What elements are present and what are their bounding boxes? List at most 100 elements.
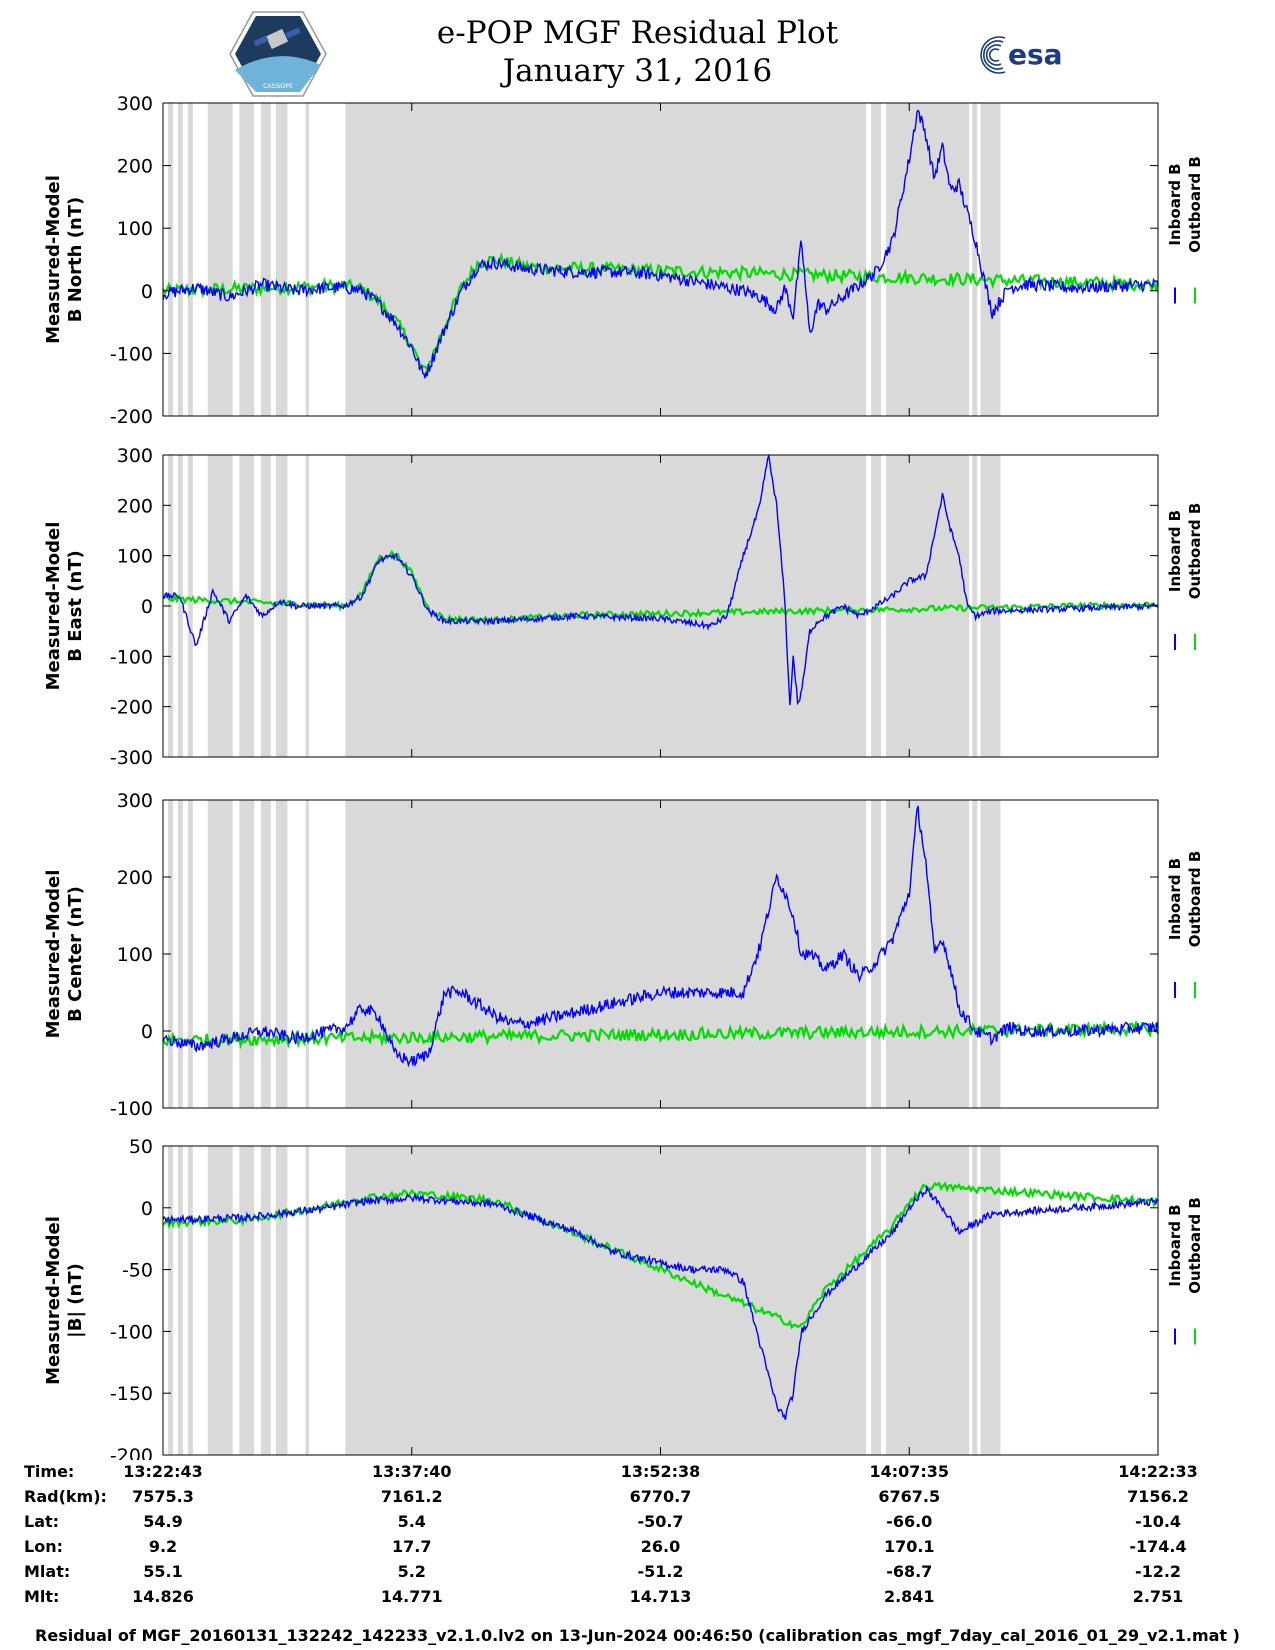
y-tick-label: 200	[117, 156, 153, 178]
shaded-interval	[207, 800, 233, 1108]
shaded-interval	[305, 103, 309, 416]
legend-inboard-label: Inboard B	[1166, 1204, 1184, 1286]
shaded-interval	[305, 800, 309, 1108]
series-outboard-b	[162, 1019, 1160, 1050]
orbit-cell: -51.2	[637, 1562, 684, 1581]
orbit-cell: 17.7	[392, 1537, 432, 1556]
orbit-cell: -10.4	[1134, 1512, 1182, 1531]
shaded-interval	[260, 455, 271, 757]
orbit-cell: 13:22:43	[123, 1462, 203, 1481]
shaded-interval	[177, 800, 183, 1108]
shaded-interval	[260, 1146, 271, 1455]
plot-title: e-POP MGF Residual Plot January 31, 2016	[0, 14, 1275, 90]
shaded-interval	[260, 800, 271, 1108]
shaded-interval	[167, 103, 173, 416]
y-tick-label: -100	[110, 646, 153, 668]
orbit-cell: 7575.3	[132, 1487, 194, 1506]
shaded-interval	[177, 455, 183, 757]
legend-inboard-label: Inboard B	[1166, 510, 1184, 592]
orbit-cell: 13:37:40	[371, 1462, 452, 1481]
gap-shading	[167, 800, 1001, 1108]
shaded-interval	[275, 1146, 288, 1455]
y-tick-label: 50	[129, 1136, 153, 1158]
shaded-interval	[345, 455, 867, 757]
orbit-cell: 6770.7	[629, 1487, 692, 1506]
orbit-cell: 5.2	[397, 1562, 426, 1581]
shaded-interval	[980, 103, 1001, 416]
footer-caption: Residual of MGF_20160131_132242_142233_v…	[35, 1626, 1240, 1645]
logo-right-text: esa	[1008, 38, 1063, 71]
panel-3: 300 200 100 0 -100 Measured-Model B Center (nT…	[43, 790, 1204, 1120]
y-tick-label: 200	[117, 867, 153, 889]
y-tick-label: -150	[110, 1383, 153, 1405]
y-tick-label: 0	[141, 1198, 153, 1220]
shaded-interval	[871, 1146, 882, 1455]
orbit-cell: 6767.5	[878, 1487, 941, 1506]
shaded-interval	[980, 800, 1001, 1108]
panel-4: 50 0 -50 -100 -150 -200 Measured-Model |B| (nT)…	[43, 1136, 1204, 1460]
y-tick-label: 0	[141, 281, 153, 303]
orbit-cell: 5.4	[397, 1512, 426, 1531]
logo-left-text: CASSIOPE	[263, 83, 293, 90]
shaded-interval	[886, 1146, 969, 1455]
y-tick-label: -100	[110, 1098, 153, 1120]
shaded-interval	[886, 455, 969, 757]
legend-outboard-label: Outboard B	[1186, 156, 1204, 253]
orbit-cell: 170.1	[883, 1537, 935, 1556]
y-axis-label-line2: B Center (nT)	[65, 886, 86, 1022]
y-tick-label: -200	[110, 406, 153, 428]
shaded-interval	[345, 103, 867, 416]
title-line-1: e-POP MGF Residual Plot	[436, 15, 839, 51]
orbit-row-label: Lat:	[24, 1512, 60, 1531]
y-tick-label: 300	[117, 790, 153, 812]
shaded-interval	[177, 1146, 183, 1455]
y-axis-label-line1: Measured-Model	[43, 1216, 64, 1385]
gap-shading	[167, 103, 1001, 416]
y-axis-label-line1: Measured-Model	[43, 870, 64, 1039]
series-inboard-b	[162, 1184, 1159, 1421]
orbit-cell: -174.4	[1129, 1537, 1187, 1556]
y-axis-label-line2: B North (nT)	[65, 197, 86, 323]
gap-shading	[167, 455, 1001, 757]
shaded-interval	[239, 800, 255, 1108]
orbit-row-label: Rad(km):	[24, 1487, 107, 1506]
panel-1: 300 200 100 0 -100 -200 Measured-Model B North …	[43, 93, 1204, 428]
shaded-interval	[239, 103, 255, 416]
y-axis-label-line1: Measured-Model	[43, 175, 64, 344]
shaded-interval	[260, 103, 271, 416]
shaded-interval	[345, 1146, 867, 1455]
esa-logo: esa	[980, 36, 1063, 74]
orbit-cell: 7156.2	[1127, 1487, 1189, 1506]
y-tick-label: -300	[110, 747, 153, 769]
shaded-interval	[345, 800, 867, 1108]
orbit-cell: -68.7	[886, 1562, 933, 1581]
shaded-interval	[187, 800, 193, 1108]
shaded-interval	[207, 1146, 233, 1455]
y-axis-label-line2: |B| (nT)	[65, 1263, 86, 1338]
series-inboard-b	[162, 805, 1159, 1068]
shaded-interval	[239, 455, 255, 757]
orbit-cell: 55.1	[143, 1562, 183, 1581]
orbit-row-label: Mlat:	[24, 1562, 71, 1581]
series-inboard-b	[162, 109, 1159, 379]
shaded-interval	[167, 1146, 173, 1455]
orbit-cell: 54.9	[143, 1512, 183, 1531]
cassiope-logo: CASSIOPE	[229, 11, 327, 97]
orbit-cell: -66.0	[886, 1512, 933, 1531]
gap-shading	[167, 1146, 1001, 1455]
orbit-row-label: Mlt:	[24, 1587, 60, 1606]
orbit-cell: 26.0	[640, 1537, 681, 1556]
orbit-row-label: Lon:	[24, 1537, 63, 1556]
shaded-interval	[207, 103, 233, 416]
shaded-interval	[980, 1146, 1001, 1455]
shaded-interval	[187, 455, 193, 757]
shaded-interval	[305, 1146, 309, 1455]
y-tick-label: 200	[117, 495, 153, 517]
orbit-row-label: Time:	[24, 1462, 75, 1481]
legend-outboard-label: Outboard B	[1186, 503, 1204, 600]
legend-outboard-label: Outboard B	[1186, 851, 1204, 948]
shaded-interval	[972, 800, 978, 1108]
orbit-cell: 14.771	[380, 1587, 443, 1606]
shaded-interval	[275, 103, 288, 416]
legend-inboard-label: Inboard B	[1166, 858, 1184, 940]
